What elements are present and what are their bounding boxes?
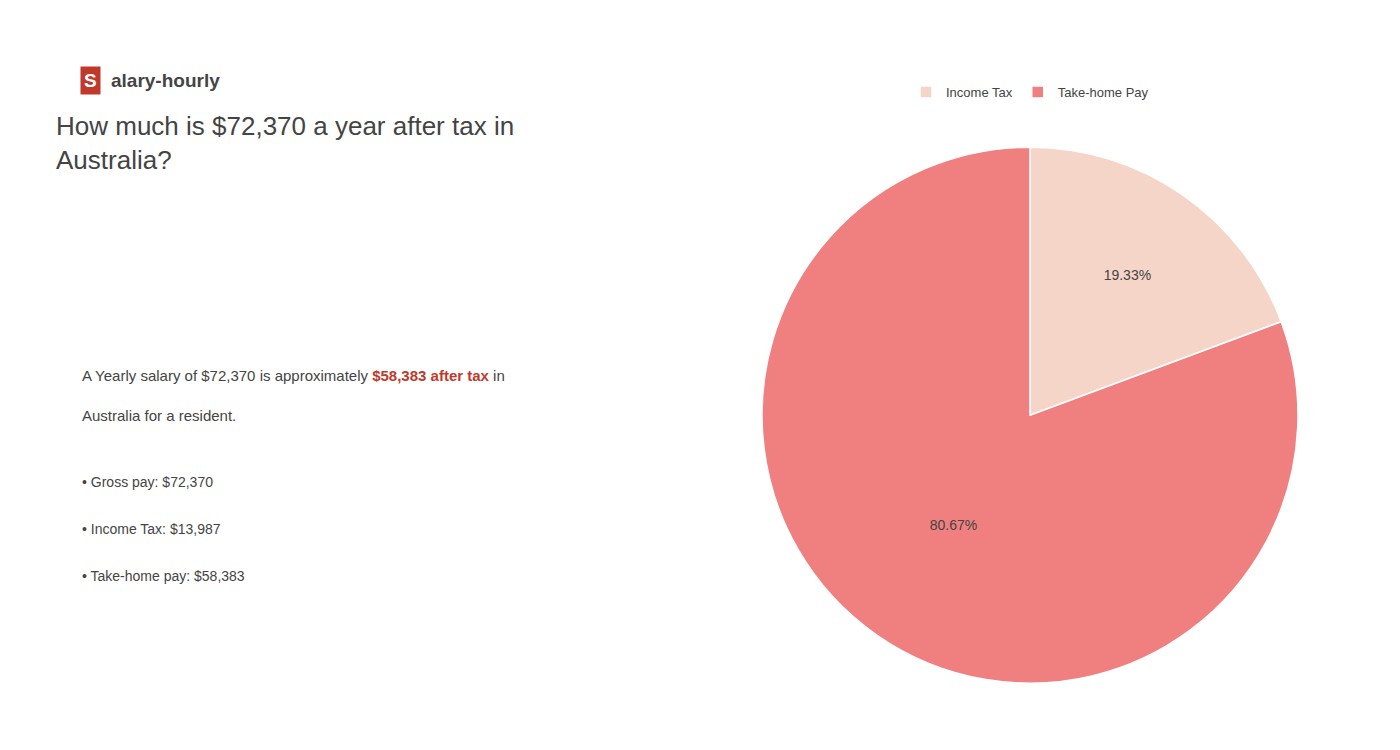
svg-text:Australia for a resident.: Australia for a resident. — [82, 407, 236, 424]
svg-text:• Income Tax: $13,987: • Income Tax: $13,987 — [82, 521, 221, 537]
svg-text:• Take-home pay: $58,383: • Take-home pay: $58,383 — [82, 568, 245, 584]
svg-text:How much is $72,370 a year aft: How much is $72,370 a year after tax inA… — [56, 111, 514, 175]
svg-text:S: S — [84, 70, 97, 91]
svg-text:• Gross pay: $72,370: • Gross pay: $72,370 — [82, 474, 213, 490]
svg-text:19.33%: 19.33% — [1104, 267, 1151, 283]
svg-text:Income Tax: Income Tax — [946, 85, 1013, 100]
svg-text:80.67%: 80.67% — [930, 517, 977, 533]
svg-text:A Yearly salary of $72,370 is: A Yearly salary of $72,370 is approximat… — [82, 367, 505, 384]
svg-text:alary-hourly: alary-hourly — [111, 70, 220, 91]
svg-text:Take-home Pay: Take-home Pay — [1058, 85, 1149, 100]
